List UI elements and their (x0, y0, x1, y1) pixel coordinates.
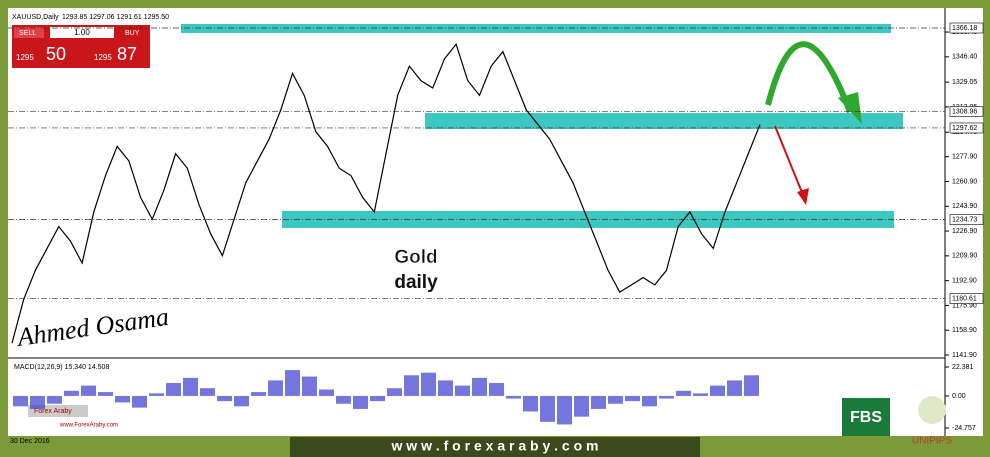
lot: 1.00 (74, 28, 90, 37)
macd-bar (98, 392, 113, 396)
macd-bar (744, 375, 759, 396)
symbol: XAUUSD,Daily (12, 14, 59, 21)
macd-bar (149, 393, 164, 396)
y-tick-label: 1346.40 (952, 54, 977, 61)
sell: SELL (19, 30, 36, 37)
macd-bar (13, 395, 28, 407)
title: Gold (394, 247, 437, 268)
macd-bar (557, 395, 572, 425)
macd-bar (608, 395, 623, 404)
ohlc: 1293.85 1297.06 1291.61 1295.50 (62, 14, 169, 21)
macd-bar (285, 370, 300, 396)
macd-label: MACD(12,26,9) 15.340 14.508 (14, 364, 109, 371)
title: daily (394, 272, 438, 293)
macd-bar (387, 388, 402, 396)
level-tag (949, 122, 984, 134)
y-tick-label: 1209.90 (952, 253, 977, 260)
level-tag (949, 293, 984, 304)
footer-bar (290, 437, 700, 457)
macd-bar (472, 377, 487, 396)
macd-bar (591, 395, 606, 409)
macd-bar (30, 395, 45, 409)
macd-bar (523, 395, 538, 412)
y-tick-label: 1243.90 (952, 203, 977, 210)
unipips-icon (918, 396, 946, 424)
macd-bar (455, 385, 470, 396)
macd-bar (574, 395, 589, 417)
level-label: 1308.96 (952, 108, 977, 115)
arrowhead (838, 92, 862, 124)
macd-bar (81, 385, 96, 396)
footer: w w w . f o r e x a r a b y . c o m (391, 438, 599, 454)
buy-pips: 87 (117, 44, 137, 64)
zone (181, 24, 891, 33)
sell-pips: 50 (46, 44, 66, 64)
macd-bar (506, 395, 521, 399)
macd-bar (693, 393, 708, 396)
sell-price: 1295 (16, 53, 34, 62)
buy-price: 1295 (94, 53, 112, 62)
macd-bar (540, 395, 555, 422)
macd-bar (47, 395, 62, 404)
level-label: 1366.18 (952, 25, 977, 32)
level-tag (949, 22, 984, 34)
y-tick-label: 1277.90 (952, 154, 977, 161)
logo-site: www.ForexAraby.com (59, 423, 118, 429)
macd-bar (183, 377, 198, 396)
macd-bar (251, 392, 266, 396)
unipips: UNIPIPS (912, 436, 952, 447)
fbs-logo (842, 398, 890, 436)
level-tag (949, 106, 984, 117)
macd-bar (642, 395, 657, 407)
zone (425, 113, 903, 129)
buy[interactable]: BUY (125, 30, 140, 37)
macd-bar (132, 395, 147, 408)
level-label: 1297.62 (952, 125, 977, 132)
macd-bar (115, 395, 130, 403)
arrow-up (765, 41, 853, 114)
y-tick-label: 1329.05 (952, 79, 977, 86)
sell-btn[interactable] (14, 27, 44, 38)
y-tick-label: -24.757 (952, 425, 976, 432)
fbs: FBS (850, 409, 882, 426)
macd-bar (710, 385, 725, 396)
price-line (11, 43, 761, 344)
logo-text: Forex Araby (34, 408, 72, 415)
y-tick-label: 1175.90 (952, 302, 977, 309)
y-tick-label: 1158.90 (952, 327, 977, 334)
macd-bar (200, 388, 215, 396)
macd-bar (438, 380, 453, 396)
y-tick-label: 1192.90 (952, 277, 977, 284)
macd-bar (489, 383, 504, 396)
lot-box[interactable] (50, 27, 114, 38)
macd-bar (353, 395, 368, 409)
level-label: 1234.73 (952, 216, 977, 223)
macd-bar (64, 390, 79, 396)
macd-bar (370, 395, 385, 402)
macd-bar (676, 390, 691, 396)
macd-bar (166, 383, 181, 396)
y-tick-label: 0.00 (952, 393, 966, 400)
macd-bar (217, 395, 232, 402)
y-tick-label: 1226.90 (952, 228, 977, 235)
macd-bar (319, 389, 334, 396)
level-tag (949, 214, 984, 225)
y-tick-label: 1141.90 (952, 352, 977, 359)
y-tick-label: 1260.90 (952, 178, 977, 185)
macd-bar (625, 395, 640, 402)
macd-bar (302, 376, 317, 396)
macd-bar (727, 380, 742, 396)
macd-bar (336, 395, 351, 404)
y-tick-label: 22.381 (952, 364, 974, 371)
macd-bar (404, 375, 419, 396)
macd-bar (234, 395, 249, 407)
macd-bar (421, 372, 436, 396)
date: 30 Dec 2016 (10, 438, 50, 445)
level-label: 1180.61 (952, 295, 977, 302)
arrow-down (774, 125, 804, 196)
macd-bar (659, 395, 674, 399)
arrowhead (797, 188, 809, 205)
macd-bar (268, 380, 283, 396)
